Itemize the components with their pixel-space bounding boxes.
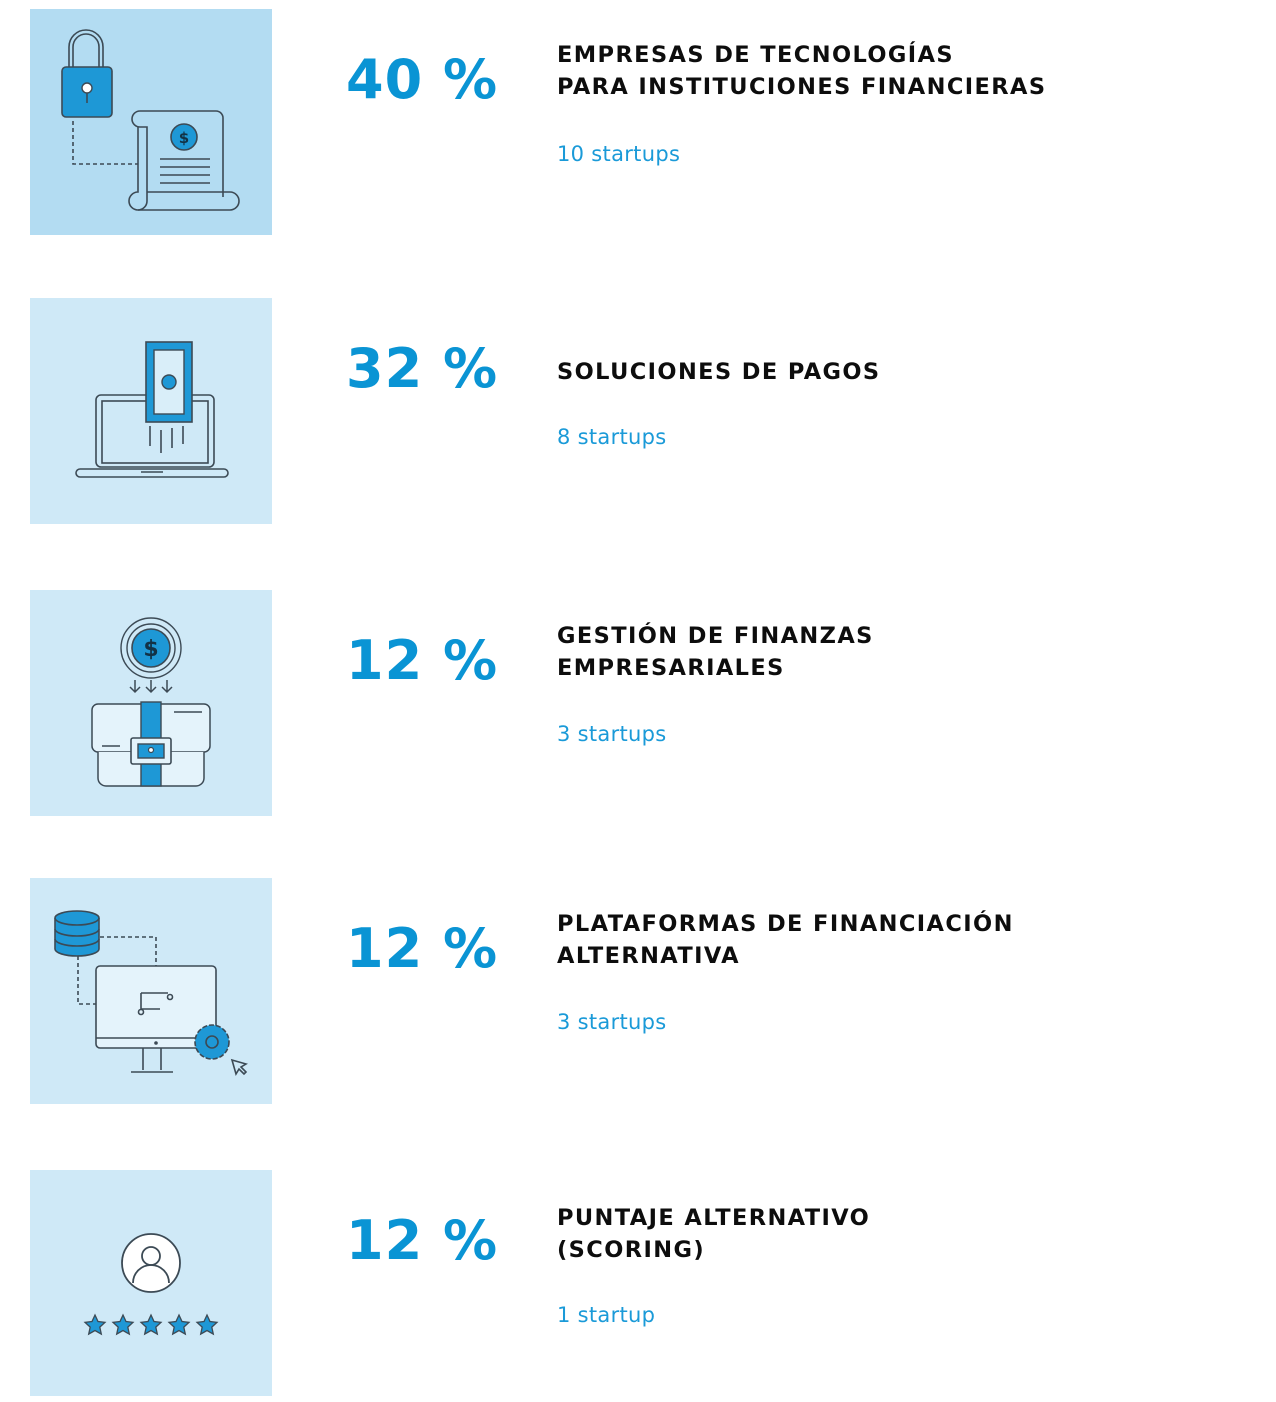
category-title-line: GESTIÓN DE FINANZAS bbox=[557, 623, 874, 649]
category-title-line: PUNTAJE ALTERNATIVO bbox=[557, 1205, 871, 1231]
tile-coin-briefcase: $ bbox=[30, 590, 272, 816]
padlock-invoice-icon: $ bbox=[30, 9, 272, 235]
percent-value: 32 % bbox=[346, 337, 499, 400]
category-title: EMPRESAS DE TECNOLOGÍAS PARA INSTITUCION… bbox=[557, 39, 1046, 103]
category-title-line: PLATAFORMAS DE FINANCIACIÓN bbox=[557, 911, 1014, 937]
startup-count: 10 startups bbox=[557, 142, 681, 166]
category-title-line: EMPRESAS DE TECNOLOGÍAS bbox=[557, 42, 954, 68]
category-title-line: ALTERNATIVA bbox=[557, 943, 740, 969]
category-title: PUNTAJE ALTERNATIVO (SCORING) bbox=[557, 1202, 870, 1266]
category-title-line: EMPRESARIALES bbox=[557, 655, 785, 681]
tile-user-rating bbox=[30, 1170, 273, 1396]
category-title: PLATAFORMAS DE FINANCIACIÓN ALTERNATIVA bbox=[557, 908, 1014, 972]
database-monitor-icon bbox=[30, 878, 272, 1104]
tile-padlock-invoice: $ bbox=[30, 9, 272, 235]
laptop-banknote-icon bbox=[30, 298, 272, 524]
startup-count: 1 startup bbox=[557, 1303, 656, 1327]
percent-value: 12 % bbox=[346, 1209, 499, 1272]
startup-count: 3 startups bbox=[557, 722, 667, 746]
tile-database-monitor bbox=[30, 878, 272, 1104]
coin-briefcase-icon: $ bbox=[30, 590, 272, 816]
percent-value: 12 % bbox=[346, 629, 499, 692]
startup-count: 8 startups bbox=[557, 425, 667, 449]
startup-count: 3 startups bbox=[557, 1010, 667, 1034]
svg-text:$: $ bbox=[143, 637, 158, 662]
category-title-line: SOLUCIONES DE PAGOS bbox=[557, 359, 881, 385]
svg-text:$: $ bbox=[179, 129, 189, 147]
tile-laptop-banknote bbox=[30, 298, 272, 524]
percent-value: 12 % bbox=[346, 917, 499, 980]
user-rating-stars-icon bbox=[30, 1170, 272, 1396]
percent-value: 40 % bbox=[346, 48, 499, 111]
category-title: SOLUCIONES DE PAGOS bbox=[557, 356, 881, 388]
category-title-line: PARA INSTITUCIONES FINANCIERAS bbox=[557, 74, 1047, 100]
category-title-line: (SCORING) bbox=[557, 1237, 706, 1263]
category-title: GESTIÓN DE FINANZAS EMPRESARIALES bbox=[557, 620, 874, 684]
